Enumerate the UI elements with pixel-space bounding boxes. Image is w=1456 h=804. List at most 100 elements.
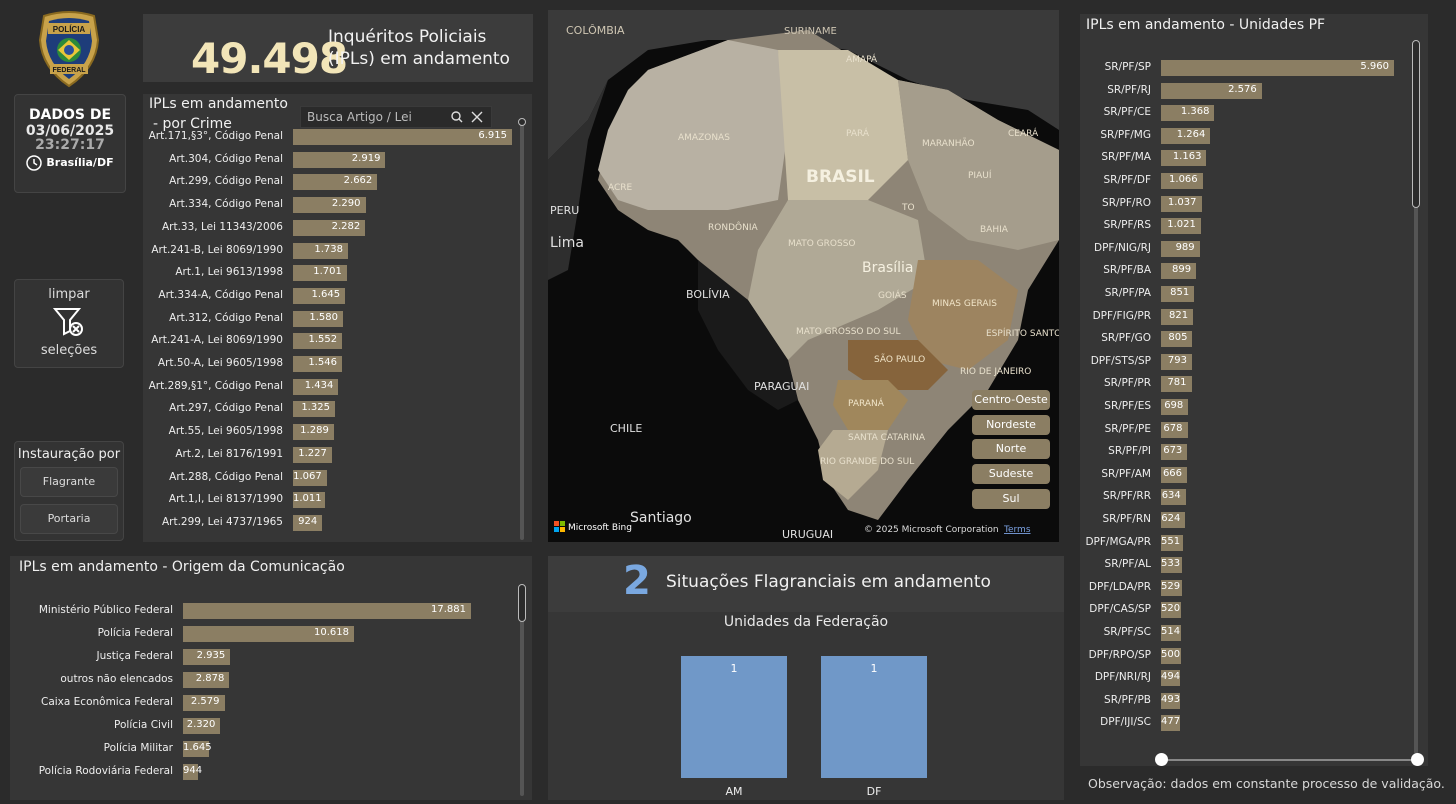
unit-row[interactable]: DPF/CAS/SP 520 bbox=[1080, 602, 1428, 619]
unit-bar[interactable] bbox=[1161, 692, 1181, 709]
origem-row[interactable]: Polícia Civil 2.320 bbox=[10, 718, 532, 734]
filter-portaria-button[interactable]: Portaria bbox=[20, 504, 118, 534]
crime-bar[interactable] bbox=[293, 446, 332, 463]
units-scrollbar[interactable] bbox=[1414, 42, 1418, 754]
unit-bar[interactable] bbox=[1161, 353, 1192, 370]
origem-row[interactable]: Caixa Econômica Federal 2.579 bbox=[10, 695, 532, 711]
crime-bar[interactable] bbox=[293, 242, 349, 259]
unit-row[interactable]: SR/PF/AM 666 bbox=[1080, 466, 1428, 483]
crime-bar[interactable] bbox=[293, 401, 335, 418]
unit-bar[interactable] bbox=[1161, 105, 1215, 122]
unit-row[interactable]: SR/PF/PI 673 bbox=[1080, 444, 1428, 461]
unit-bar[interactable] bbox=[1161, 150, 1207, 167]
region-button-centro-oeste[interactable]: Centro-Oeste bbox=[972, 390, 1050, 410]
unit-bar[interactable] bbox=[1161, 399, 1189, 415]
unit-row[interactable]: SR/PF/BA 899 bbox=[1080, 263, 1428, 280]
crime-bar[interactable] bbox=[293, 219, 366, 236]
crime-row[interactable]: Art.241-B, Lei 8069/1990 1.738 bbox=[143, 242, 532, 259]
crime-scroll-thumb[interactable] bbox=[518, 118, 526, 126]
search-icon[interactable] bbox=[451, 111, 463, 123]
unit-row[interactable]: DPF/FIG/PR 821 bbox=[1080, 308, 1428, 325]
unit-row[interactable]: DPF/NIG/RJ 989 bbox=[1080, 240, 1428, 257]
region-button-sul[interactable]: Sul bbox=[972, 488, 1050, 509]
origem-bar[interactable] bbox=[183, 718, 221, 734]
crime-search-input[interactable]: Busca Artigo / Lei bbox=[300, 106, 492, 128]
unit-bar[interactable] bbox=[1161, 127, 1211, 144]
crime-bar[interactable] bbox=[293, 310, 344, 327]
origem-row[interactable]: Polícia Federal 10.618 bbox=[10, 626, 532, 642]
unit-bar[interactable] bbox=[1161, 331, 1193, 348]
crime-row[interactable]: Art.312, Código Penal 1.580 bbox=[143, 310, 532, 327]
crime-bar[interactable] bbox=[293, 424, 334, 441]
unit-row[interactable]: SR/PF/SC 514 bbox=[1080, 625, 1428, 641]
unit-row[interactable]: SR/PF/RR 634 bbox=[1080, 489, 1428, 506]
origem-row[interactable]: outros não elencados 2.878 bbox=[10, 672, 532, 688]
unit-row[interactable]: SR/PF/PA 851 bbox=[1080, 286, 1428, 302]
origem-row[interactable]: Polícia Militar 1.645 bbox=[10, 741, 532, 757]
unit-bar[interactable] bbox=[1161, 647, 1181, 664]
unit-bar[interactable] bbox=[1161, 421, 1188, 438]
unit-row[interactable]: SR/PF/CE 1.368 bbox=[1080, 105, 1428, 122]
unit-row[interactable]: SR/PF/SP 5.960 bbox=[1080, 60, 1428, 76]
crime-row[interactable]: Art.334, Código Penal 2.290 bbox=[143, 197, 532, 214]
unit-bar[interactable] bbox=[1161, 173, 1203, 189]
unit-bar[interactable] bbox=[1161, 534, 1183, 551]
origem-bar[interactable] bbox=[183, 649, 231, 665]
crime-row[interactable]: Art.50-A, Lei 9605/1998 1.546 bbox=[143, 356, 532, 372]
crime-bar[interactable] bbox=[293, 378, 339, 395]
unit-row[interactable]: SR/PF/MG 1.264 bbox=[1080, 127, 1428, 144]
unit-row[interactable]: DPF/NRI/RJ 494 bbox=[1080, 670, 1428, 687]
unit-bar[interactable] bbox=[1161, 670, 1181, 687]
unit-bar[interactable] bbox=[1161, 308, 1194, 325]
origem-row[interactable]: Justiça Federal 2.935 bbox=[10, 649, 532, 665]
unit-bar[interactable] bbox=[1161, 60, 1394, 76]
unit-row[interactable]: SR/PF/GO 805 bbox=[1080, 331, 1428, 348]
unit-bar[interactable] bbox=[1161, 557, 1182, 574]
unit-row[interactable]: DPF/MGA/PR 551 bbox=[1080, 534, 1428, 551]
unit-row[interactable]: SR/PF/RO 1.037 bbox=[1080, 195, 1428, 212]
crime-bar[interactable] bbox=[293, 197, 366, 214]
unit-bar[interactable] bbox=[1161, 466, 1188, 483]
unit-bar[interactable] bbox=[1161, 240, 1200, 257]
unit-bar[interactable] bbox=[1161, 715, 1180, 732]
crime-row[interactable]: Art.2, Lei 8176/1991 1.227 bbox=[143, 446, 532, 463]
crime-bar[interactable] bbox=[293, 356, 342, 372]
unit-bar[interactable] bbox=[1161, 512, 1186, 528]
unit-bar[interactable] bbox=[1161, 489, 1186, 506]
crime-row[interactable]: Art.1,I, Lei 8137/1990 1.011 bbox=[143, 492, 532, 509]
unit-bar[interactable] bbox=[1161, 263, 1197, 280]
crime-row[interactable]: Art.334-A, Código Penal 1.645 bbox=[143, 287, 532, 304]
crime-row[interactable]: Art.33, Lei 11343/2006 2.282 bbox=[143, 219, 532, 236]
units-scroll-thumb[interactable] bbox=[1412, 40, 1420, 208]
unit-bar[interactable] bbox=[1161, 286, 1195, 302]
origem-scrollbar[interactable] bbox=[520, 584, 524, 796]
unit-row[interactable]: SR/PF/RN 624 bbox=[1080, 512, 1428, 528]
origem-scroll-thumb[interactable] bbox=[518, 584, 526, 622]
unit-row[interactable]: DPF/IJI/SC 477 bbox=[1080, 715, 1428, 732]
units-range-slider[interactable] bbox=[1162, 759, 1418, 761]
unit-row[interactable]: SR/PF/PR 781 bbox=[1080, 376, 1428, 393]
clear-selections-button[interactable]: limpar seleções bbox=[14, 279, 124, 368]
crime-row[interactable]: Art.299, Lei 4737/1965 924 bbox=[143, 514, 532, 531]
crime-row[interactable]: Art.241-A, Lei 8069/1990 1.552 bbox=[143, 333, 532, 350]
origem-bar[interactable] bbox=[183, 741, 210, 757]
origem-bar[interactable] bbox=[183, 626, 355, 642]
unit-row[interactable]: SR/PF/MA 1.163 bbox=[1080, 150, 1428, 167]
unit-bar[interactable] bbox=[1161, 218, 1201, 235]
unit-row[interactable]: SR/PF/DF 1.066 bbox=[1080, 173, 1428, 189]
crime-row[interactable]: Art.288, Código Penal 1.067 bbox=[143, 469, 532, 486]
origem-row[interactable]: Polícia Rodoviária Federal 944 bbox=[10, 764, 532, 780]
origem-bar[interactable] bbox=[183, 672, 230, 688]
unit-row[interactable]: DPF/LDA/PR 529 bbox=[1080, 579, 1428, 596]
crime-row[interactable]: Art.297, Código Penal 1.325 bbox=[143, 401, 532, 418]
units-slider-handle-right[interactable] bbox=[1411, 753, 1424, 766]
unit-row[interactable]: SR/PF/RS 1.021 bbox=[1080, 218, 1428, 235]
brazil-map[interactable]: COLÔMBIA SURINAME AMAPÁ AMAZONAS PARÁ MA… bbox=[548, 10, 1059, 542]
crime-row[interactable]: Art.299, Código Penal 2.662 bbox=[143, 174, 532, 191]
crime-row[interactable]: Art.289,§1°, Código Penal 1.434 bbox=[143, 378, 532, 395]
unit-bar[interactable] bbox=[1161, 602, 1182, 619]
unit-row[interactable]: SR/PF/AL 533 bbox=[1080, 557, 1428, 574]
unit-bar[interactable] bbox=[1161, 579, 1182, 596]
crime-bar[interactable] bbox=[293, 492, 326, 509]
crime-bar[interactable] bbox=[293, 514, 323, 531]
